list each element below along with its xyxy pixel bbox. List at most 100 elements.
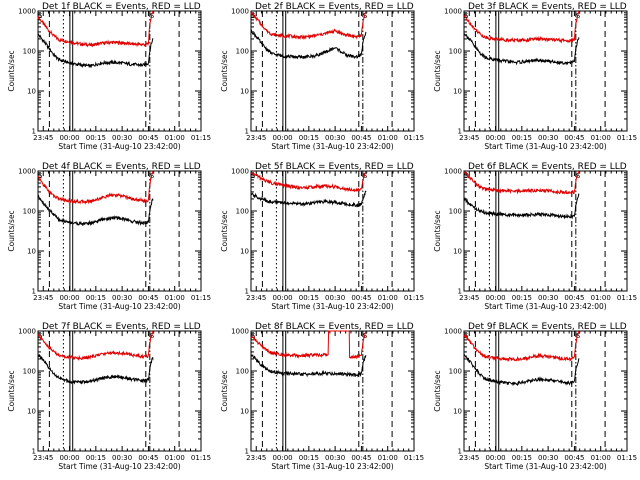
lld-series-line xyxy=(463,170,580,195)
saa-label: S xyxy=(576,332,581,340)
lld-series-line xyxy=(250,330,367,360)
x-tick-label: 00:00 xyxy=(59,134,79,142)
x-tick-label: 01:15 xyxy=(191,454,211,462)
x-tick-label: 01:00 xyxy=(591,294,611,302)
x-tick-label: 23:45 xyxy=(459,134,479,142)
x-tick-label: 00:30 xyxy=(538,134,558,142)
saa-label: S xyxy=(150,12,155,20)
x-tick-label: 01:00 xyxy=(165,294,185,302)
y-tick-label: 100 xyxy=(236,208,249,216)
x-tick-label: 00:00 xyxy=(485,294,505,302)
y-tick-label: 100 xyxy=(236,368,249,376)
saa-label: S xyxy=(464,12,469,20)
x-tick-label: 00:00 xyxy=(485,134,505,142)
detector-panel: Det 6f BLACK = Events, RED = LLD 1 10 100 10… xyxy=(433,162,637,311)
x-tick-label: 23:45 xyxy=(33,454,53,462)
x-tick-label: 00:45 xyxy=(138,454,158,462)
x-axis-label: Start Time (31-Aug-10 23:42:00) xyxy=(58,462,180,471)
x-tick-label: 00:45 xyxy=(351,454,371,462)
saa-label: S xyxy=(363,172,368,180)
panel-title: Det 7f BLACK = Events, RED = LLD xyxy=(42,322,201,332)
panel-title: Det 1f BLACK = Events, RED = LLD xyxy=(42,2,201,12)
x-tick-label: 00:15 xyxy=(299,134,319,142)
detector-panel: Det 3f BLACK = Events, RED = LLD 1 10 100 10… xyxy=(433,2,637,151)
y-tick-label: 1000 xyxy=(231,328,249,336)
events-series-line xyxy=(37,194,154,227)
y-tick-label: 1000 xyxy=(18,168,36,176)
plot-frame xyxy=(37,170,202,292)
y-tick-label: 1 xyxy=(32,128,36,136)
x-tick-label: 00:30 xyxy=(325,454,345,462)
y-tick-label: 10 xyxy=(453,248,462,256)
x-tick-label: 01:15 xyxy=(404,294,424,302)
saa-label: S xyxy=(576,12,581,20)
y-tick-label: 10 xyxy=(240,248,249,256)
y-tick-label: 10 xyxy=(240,88,249,96)
y-tick-label: 100 xyxy=(23,368,36,376)
x-tick-label: 00:30 xyxy=(538,454,558,462)
x-tick-label: 23:45 xyxy=(33,134,53,142)
x-tick-label: 00:45 xyxy=(564,294,584,302)
saa-label: S xyxy=(38,172,43,180)
y-tick-label: 10 xyxy=(453,408,462,416)
saa-label: S xyxy=(38,12,43,20)
events-series-line xyxy=(463,353,580,387)
x-tick-label: 23:45 xyxy=(459,294,479,302)
saa-label: S xyxy=(464,172,469,180)
y-tick-label: 10 xyxy=(27,408,36,416)
y-axis-label: Counts/sec xyxy=(7,370,16,411)
x-tick-label: 00:00 xyxy=(59,294,79,302)
x-tick-label: 01:15 xyxy=(404,454,424,462)
x-tick-label: 00:15 xyxy=(512,294,532,302)
panel-title: Det 9f BLACK = Events, RED = LLD xyxy=(468,322,627,332)
x-tick-label: 00:00 xyxy=(272,454,292,462)
detector-panel: Det 2f BLACK = Events, RED = LLD 1 10 100 10… xyxy=(220,2,424,151)
panel-title: Det 3f BLACK = Events, RED = LLD xyxy=(468,2,627,12)
y-tick-label: 10 xyxy=(27,88,36,96)
x-tick-label: 01:15 xyxy=(617,134,637,142)
events-series-line xyxy=(250,353,367,378)
x-tick-label: 01:15 xyxy=(191,294,211,302)
y-tick-label: 1000 xyxy=(231,8,249,16)
plot-frame xyxy=(463,170,628,292)
panel-title: Det 5f BLACK = Events, RED = LLD xyxy=(255,162,414,172)
x-tick-label: 00:45 xyxy=(564,134,584,142)
y-tick-label: 1000 xyxy=(444,8,462,16)
x-tick-label: 00:15 xyxy=(299,294,319,302)
lld-series-line xyxy=(463,330,580,363)
x-tick-label: 00:00 xyxy=(59,454,79,462)
events-series-line xyxy=(250,190,367,208)
x-tick-label: 23:45 xyxy=(459,454,479,462)
plot-frame xyxy=(250,10,415,132)
x-tick-label: 01:00 xyxy=(165,134,185,142)
y-axis-label: Counts/sec xyxy=(220,370,229,411)
x-tick-label: 00:15 xyxy=(512,134,532,142)
y-tick-label: 10 xyxy=(453,88,462,96)
x-tick-label: 01:00 xyxy=(165,454,185,462)
y-tick-label: 1 xyxy=(32,288,36,296)
x-tick-label: 23:45 xyxy=(246,294,266,302)
saa-label: S xyxy=(251,332,256,340)
detector-panel: Det 1f BLACK = Events, RED = LLD 1 10 100 10… xyxy=(7,2,211,151)
x-tick-label: 00:30 xyxy=(325,134,345,142)
x-tick-label: 00:15 xyxy=(512,454,532,462)
x-tick-label: 00:15 xyxy=(299,454,319,462)
x-tick-label: 00:45 xyxy=(351,294,371,302)
lld-series-line xyxy=(37,10,154,48)
x-axis-label: Start Time (31-Aug-10 23:42:00) xyxy=(271,462,393,471)
x-tick-label: 01:15 xyxy=(617,454,637,462)
x-tick-label: 01:15 xyxy=(404,134,424,142)
y-tick-label: 1 xyxy=(245,128,249,136)
plot-frame xyxy=(250,330,415,452)
lld-series-line xyxy=(37,170,154,205)
x-tick-label: 00:15 xyxy=(86,134,106,142)
events-series-line xyxy=(463,193,580,220)
panel-title: Det 2f BLACK = Events, RED = LLD xyxy=(255,2,414,12)
x-tick-label: 00:30 xyxy=(325,294,345,302)
x-tick-label: 00:45 xyxy=(564,454,584,462)
x-tick-label: 00:45 xyxy=(138,294,158,302)
plot-frame xyxy=(463,330,628,452)
y-axis-label: Counts/sec xyxy=(433,210,442,251)
plot-frame xyxy=(463,10,628,132)
lld-series-line xyxy=(37,330,154,362)
